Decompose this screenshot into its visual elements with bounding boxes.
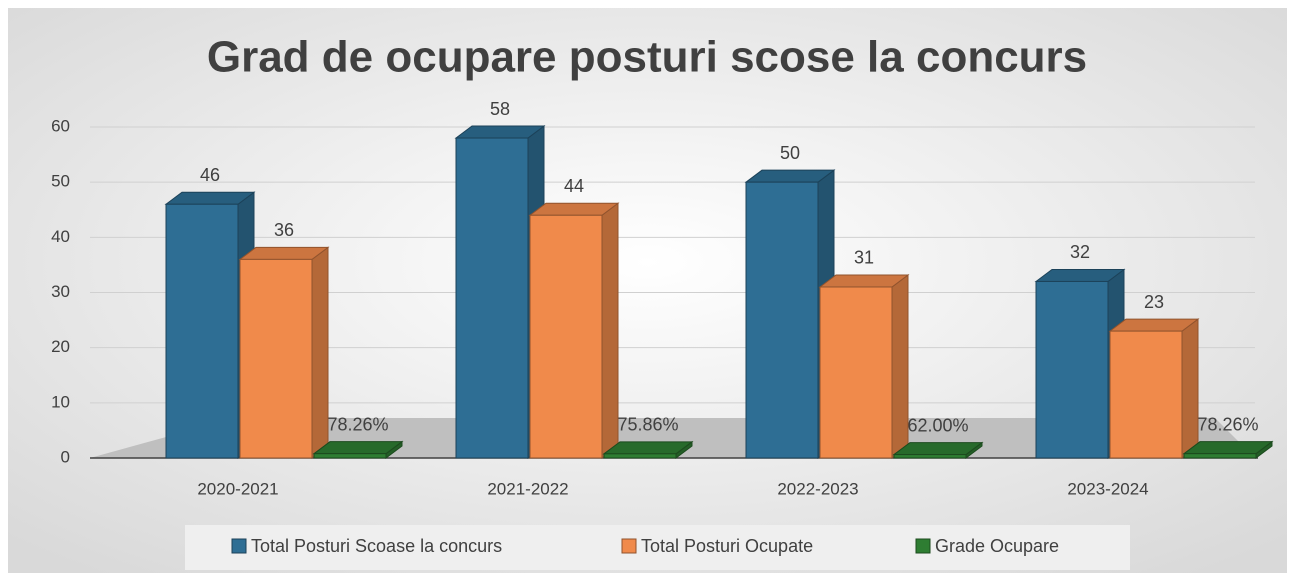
bar [1035, 280, 1109, 459]
data-label: 62.00% [907, 415, 968, 435]
bar-top [892, 442, 984, 456]
data-label: 50 [780, 143, 800, 163]
y-tick-label: 0 [61, 447, 70, 466]
data-label: 58 [490, 99, 510, 119]
bar-side [1181, 318, 1199, 459]
bar-side [601, 202, 619, 459]
bar-top [238, 246, 330, 260]
bar [1183, 453, 1257, 459]
x-tick-label: 2021-2022 [487, 479, 568, 498]
bar-side [311, 246, 329, 459]
x-tick-label: 2023-2024 [1067, 479, 1148, 498]
legend-swatch [621, 538, 637, 554]
legend-swatch [231, 538, 247, 554]
y-tick-label: 20 [51, 337, 70, 356]
legend-label: Grade Ocupare [935, 536, 1059, 556]
y-tick-label: 30 [51, 282, 70, 301]
data-label: 78.26% [1197, 414, 1258, 434]
x-tick-label: 2022-2023 [777, 479, 858, 498]
bar-top [1182, 441, 1274, 455]
data-label: 46 [200, 165, 220, 185]
bar [893, 454, 967, 459]
legend-label: Total Posturi Ocupate [641, 536, 813, 556]
bar [313, 453, 387, 459]
bar [239, 258, 313, 459]
data-label: 44 [564, 176, 584, 196]
y-tick-label: 10 [51, 392, 70, 411]
bar-top [1108, 318, 1200, 332]
data-label: 31 [854, 248, 874, 268]
data-label: 75.86% [617, 415, 678, 435]
bar [455, 137, 529, 459]
legend-box [185, 525, 1130, 570]
bar-top [1034, 268, 1126, 282]
bar-top [454, 125, 546, 139]
legend-label: Total Posturi Scoase la concurs [251, 536, 502, 556]
chart-title: Grad de ocupare posturi scose la concurs [207, 33, 1087, 82]
x-tick-label: 2020-2021 [197, 479, 278, 498]
bar [745, 181, 819, 459]
data-label: 36 [274, 220, 294, 240]
bar-top [602, 441, 694, 455]
bar-top [164, 191, 256, 205]
bar-top [818, 274, 910, 288]
bar [1109, 330, 1183, 459]
data-label: 78.26% [327, 414, 388, 434]
y-tick-label: 60 [51, 116, 70, 135]
bar [603, 453, 677, 459]
bar [529, 214, 603, 459]
bar-top [312, 441, 404, 455]
data-label: 32 [1070, 242, 1090, 262]
bar [165, 203, 239, 459]
bar [819, 286, 893, 459]
bar-top [744, 169, 836, 183]
legend-swatch [915, 538, 931, 554]
bar-top [528, 202, 620, 216]
data-label: 23 [1144, 292, 1164, 312]
bar-side [891, 273, 909, 459]
y-tick-label: 40 [51, 227, 70, 246]
y-tick-label: 50 [51, 172, 70, 191]
